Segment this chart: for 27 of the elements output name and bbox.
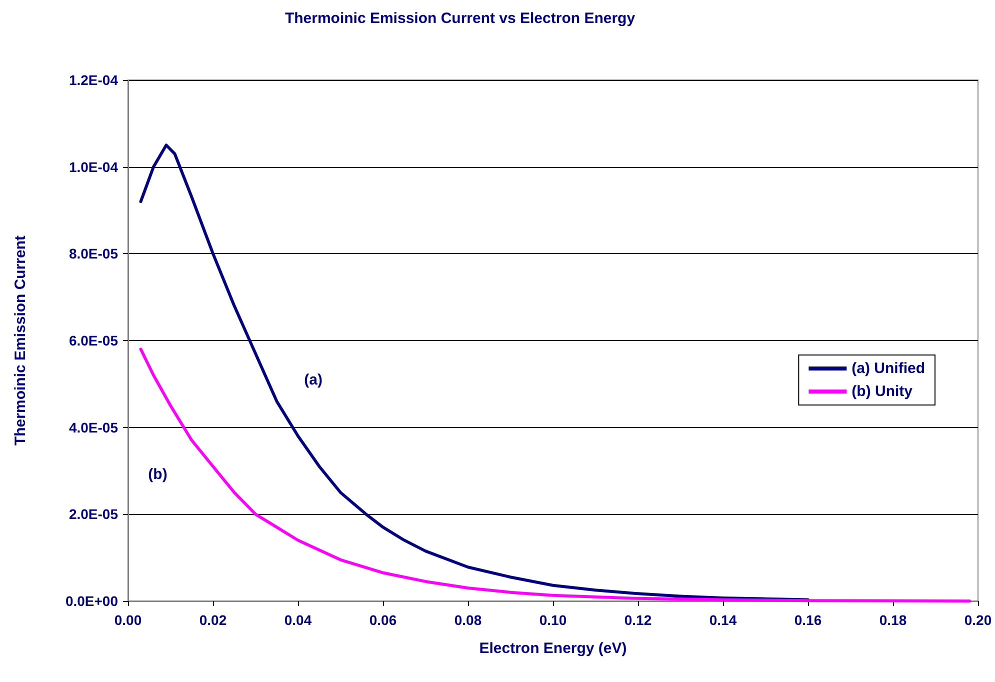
chart-title: Thermoinic Emission Current vs Electron Energy [284, 10, 636, 27]
x-axis-title: Electron Energy (eV) [479, 640, 627, 657]
annotation: (a) [304, 372, 322, 389]
y-tick-label: 0.0E+00 [65, 593, 118, 609]
x-tick-label: 0.10 [539, 612, 567, 628]
legend-label: (b) Unity [852, 383, 914, 400]
x-tick-label: 0.20 [964, 612, 992, 628]
line-series [139, 348, 971, 602]
x-tick-label: 0.08 [454, 612, 482, 628]
y-axis-title: Thermoinic Emission Current [12, 235, 29, 446]
x-tick-label: 0.06 [369, 612, 397, 628]
legend-label: (a) Unified [852, 360, 926, 377]
x-tick-label: 0.14 [709, 612, 737, 628]
x-tick-label: 0.04 [284, 612, 312, 628]
annotation: (b) [148, 466, 168, 483]
y-tick-label: 1.2E-04 [68, 72, 118, 88]
y-tick-label: 1.0E-04 [68, 158, 118, 175]
y-tick-label: 8.0E-05 [68, 246, 118, 262]
x-tick-label: 0.02 [199, 612, 227, 628]
x-tick-label: 0.12 [624, 612, 652, 628]
x-tick-label: 0.00 [114, 612, 142, 628]
y-tick-label: 6.0E-05 [68, 332, 118, 348]
y-tick-label: 4.0E-05 [68, 419, 118, 436]
line-series [139, 144, 810, 602]
x-tick-label: 0.18 [879, 612, 907, 628]
x-tick-label: 0.16 [794, 612, 822, 628]
y-tick-label: 2.0E-05 [68, 506, 118, 522]
